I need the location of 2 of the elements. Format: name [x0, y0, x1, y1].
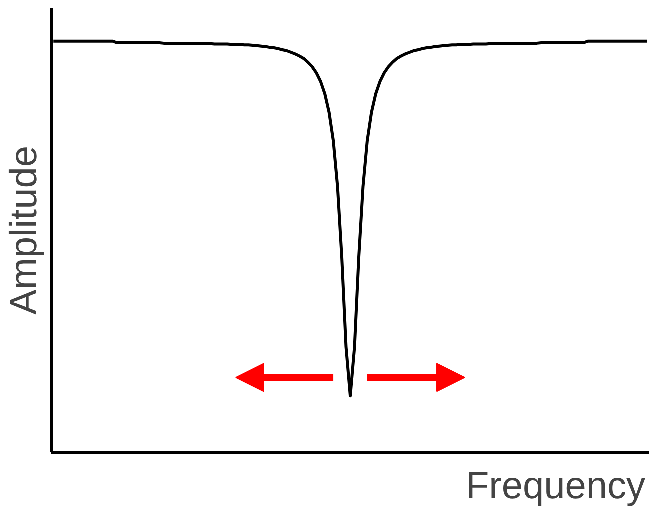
x-axis-title: Frequency	[466, 466, 646, 508]
y-axis-title: Amplitude	[4, 146, 46, 315]
